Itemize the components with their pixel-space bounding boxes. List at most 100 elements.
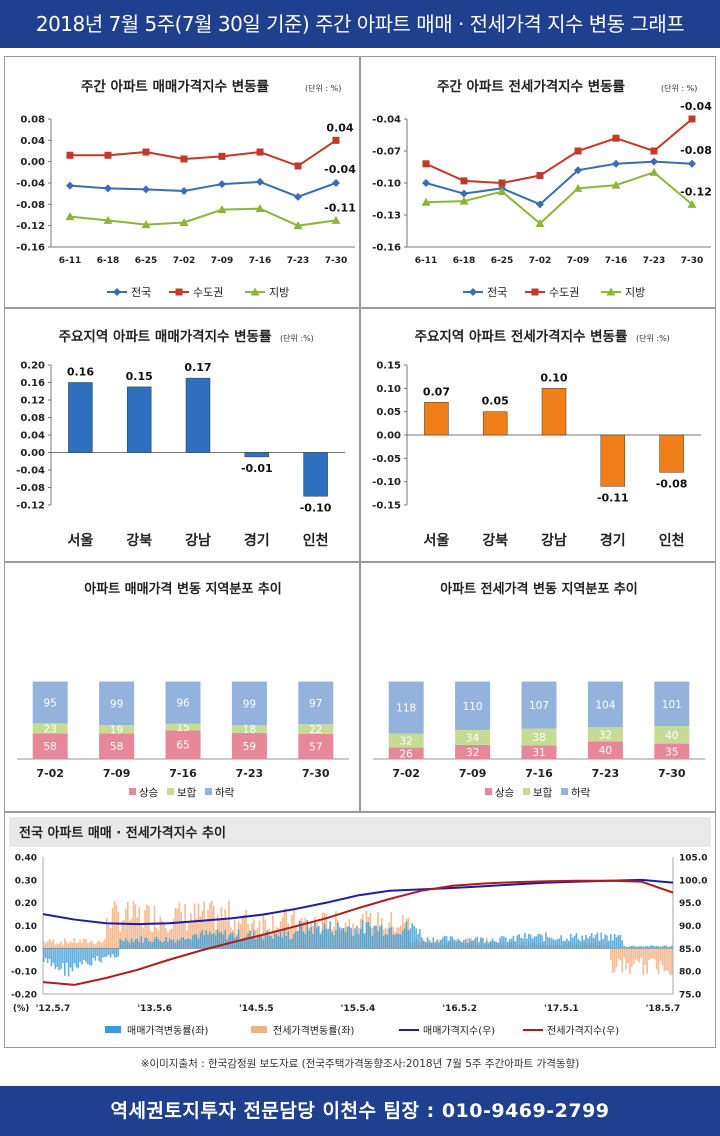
segment-value-label: 40 xyxy=(665,730,678,742)
x-tick-label: 6-18 xyxy=(97,256,120,266)
sale-change-bar xyxy=(560,935,562,949)
jeonse-change-bar xyxy=(172,919,175,949)
jeonse-change-bar xyxy=(56,943,58,949)
end-value-label: -0.11 xyxy=(324,201,356,214)
sale-change-bar xyxy=(214,935,217,949)
y-tick-label: 0.08 xyxy=(20,413,45,424)
jeonse-change-bar xyxy=(94,944,97,949)
x-tick-label: '17.5.1 xyxy=(544,1004,579,1014)
sale-change-bar xyxy=(235,936,238,949)
bar-value-label: 0.05 xyxy=(482,395,509,408)
jeonse-change-bar xyxy=(121,920,123,949)
series-line-0 xyxy=(69,180,337,198)
jeonse-change-bar xyxy=(149,931,152,949)
segment-value-label: 107 xyxy=(529,700,549,712)
y-right-tick-label: 85.0 xyxy=(679,945,701,955)
jeonse-change-bar xyxy=(134,904,137,949)
jeonse-change-bar xyxy=(650,948,652,959)
jeonse-change-bar xyxy=(191,920,194,949)
sale-change-bar xyxy=(323,923,326,949)
stack-segment-2 xyxy=(521,681,557,729)
jeonse-change-bar xyxy=(85,938,87,949)
bar xyxy=(424,402,449,436)
data-point-1-3 xyxy=(536,172,544,180)
jeonse-change-bar xyxy=(661,948,664,966)
jeonse-change-bar xyxy=(190,913,192,949)
sale-change-bar xyxy=(619,934,622,949)
sale-change-bar xyxy=(266,930,268,949)
chart-title: 전국 아파트 매매 · 전세가격지수 추이 xyxy=(19,825,226,841)
stack-segment-1 xyxy=(587,727,623,742)
sale-change-bar xyxy=(104,948,106,957)
jeonse-change-bar xyxy=(610,948,612,960)
data-point-1-2 xyxy=(142,148,150,156)
data-point-2-4 xyxy=(217,205,227,214)
stack-segment-0 xyxy=(388,747,424,759)
x-tick-label: '15.5.4 xyxy=(341,1004,376,1014)
x-tick-label: 7-02 xyxy=(36,767,64,780)
jeonse-change-bar xyxy=(623,948,625,958)
jeonse-change-bar xyxy=(640,948,643,958)
jeonse-change-bar xyxy=(188,922,190,949)
jeonse-change-bar xyxy=(161,920,163,949)
jeonse-change-bar xyxy=(352,923,354,949)
jeonse-change-bar xyxy=(163,922,165,949)
sale-change-bar xyxy=(445,936,448,949)
jeonse-change-bar xyxy=(69,941,72,949)
legend-label: 지방 xyxy=(625,286,645,299)
sale-change-bar xyxy=(520,937,522,949)
jeonse-change-bar xyxy=(245,909,247,949)
jeonse-change-bar xyxy=(113,901,116,949)
sale-change-bar xyxy=(569,933,572,949)
stack-segment-1 xyxy=(388,733,424,748)
sale-change-bar xyxy=(409,928,412,949)
sale-change-bar xyxy=(610,934,612,949)
sale-change-bar xyxy=(581,935,583,949)
stack-segment-0 xyxy=(298,733,334,759)
sale-change-bar xyxy=(174,942,177,949)
sale-change-bar xyxy=(646,945,648,949)
sale-change-bar xyxy=(466,942,469,949)
data-point-1-5 xyxy=(256,148,264,156)
jeonse-change-bar xyxy=(178,902,181,949)
sale-change-bar xyxy=(346,926,349,949)
x-tick-label: 7-02 xyxy=(392,767,420,780)
jeonse-change-bar xyxy=(109,928,112,949)
jeonse-change-bar xyxy=(203,901,205,949)
legend-swatch xyxy=(105,1026,121,1033)
sale-change-bar xyxy=(459,940,461,949)
sale-change-bar xyxy=(369,926,372,949)
stack-segment-2 xyxy=(388,681,424,734)
jeonse-change-bar xyxy=(258,920,261,949)
sale-change-bar xyxy=(268,935,270,949)
sale-change-bar xyxy=(203,935,205,949)
segment-value-label: 96 xyxy=(176,698,190,710)
data-point-0-2 xyxy=(142,185,150,194)
y-tick-label: 0.08 xyxy=(20,115,45,126)
chart-title: 주간 아파트 전세가격지수 변동률 xyxy=(437,78,626,95)
sale-change-bar xyxy=(480,937,482,949)
stack-segment-1 xyxy=(521,728,557,746)
data-point-0-0 xyxy=(422,179,430,187)
sale-change-bar xyxy=(608,940,610,949)
sale-change-bar xyxy=(182,937,184,949)
sale-change-bar xyxy=(377,931,379,949)
end-value-label: -0.04 xyxy=(324,163,356,176)
sale-change-bar xyxy=(386,935,389,949)
sale-change-bar xyxy=(88,948,91,965)
jeonse-change-bar xyxy=(615,948,618,968)
y-tick-label: 0.00 xyxy=(20,448,45,459)
x-tick-label: 7-09 xyxy=(211,256,234,266)
sale-change-bar xyxy=(657,946,660,949)
sale-change-bar xyxy=(463,940,465,949)
jeonse-change-bar xyxy=(48,938,51,949)
legend-marker xyxy=(606,287,616,296)
sale-change-bar xyxy=(109,948,112,958)
sale-change-bar xyxy=(119,938,121,949)
sale-change-bar xyxy=(394,934,396,949)
title-band xyxy=(9,817,711,847)
sale-change-bar xyxy=(188,938,190,949)
sale-change-bar xyxy=(422,941,425,949)
legend-label: 전국 xyxy=(487,286,507,299)
sale-change-bar xyxy=(56,948,58,968)
